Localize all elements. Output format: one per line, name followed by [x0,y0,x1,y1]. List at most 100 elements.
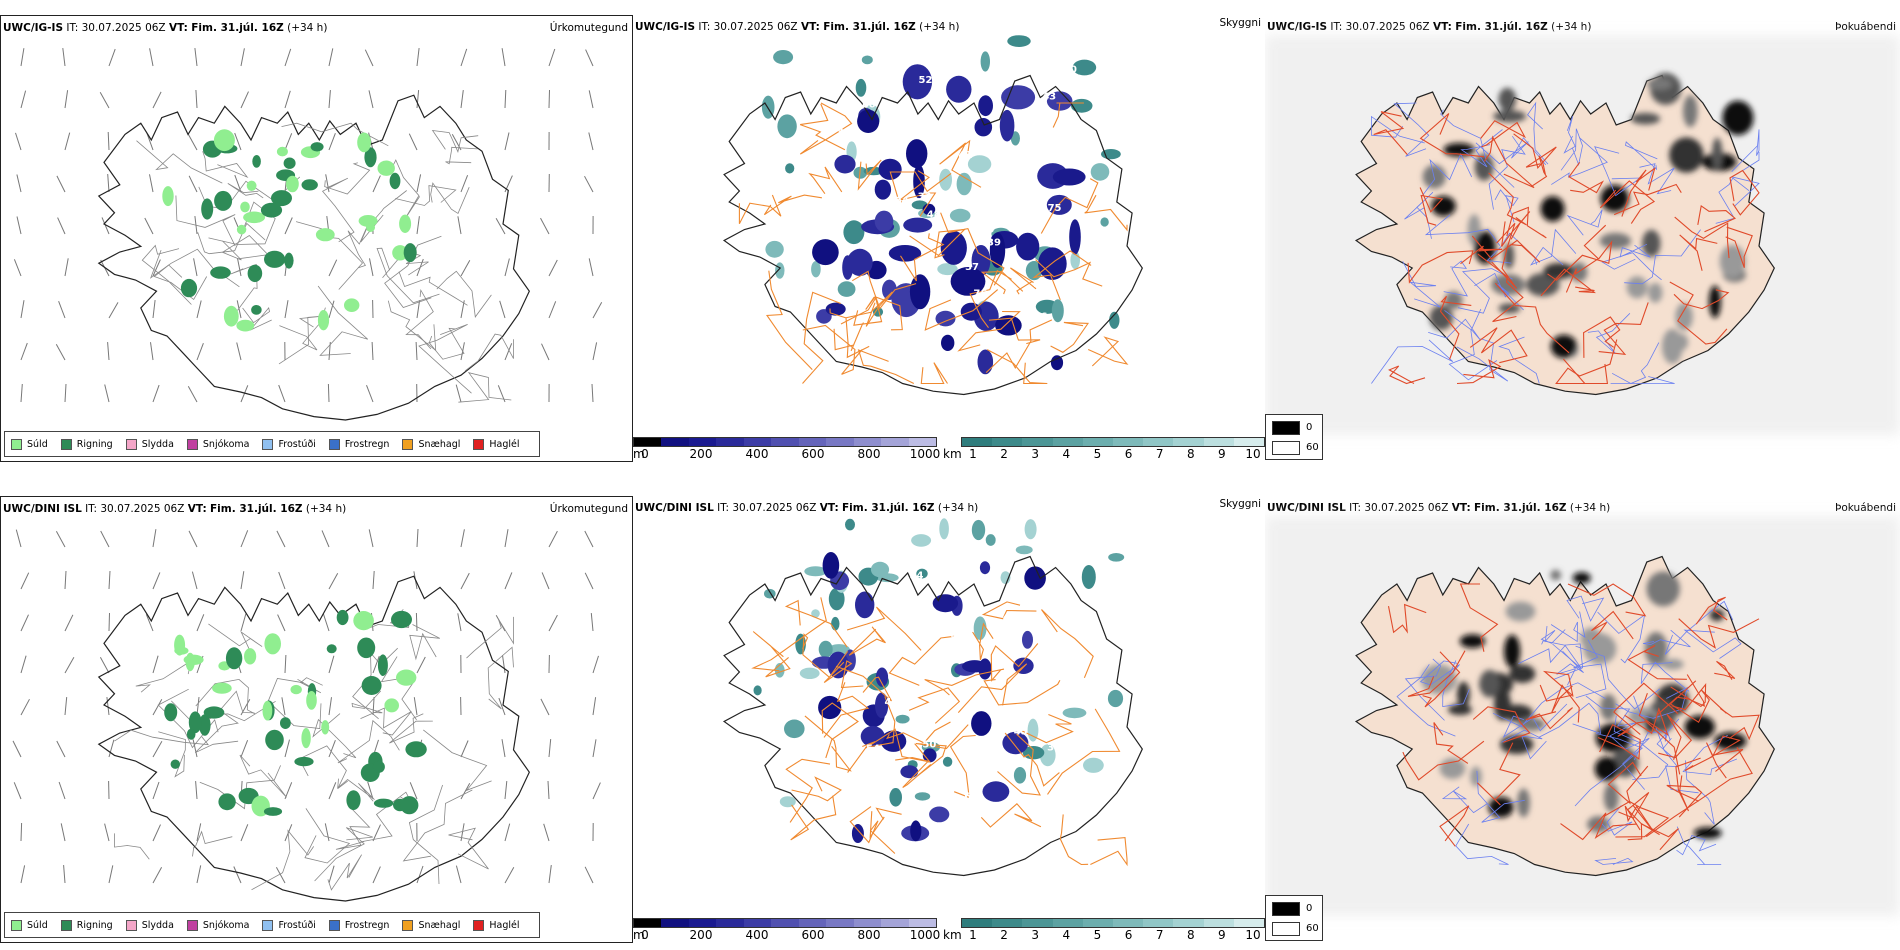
legend-swatch [60,438,72,450]
colorbar-segment [1203,438,1234,446]
ceiling-value-label: 37 [965,262,979,273]
legend-label: Snæhagl [418,438,461,450]
ceiling-value-label: 52 [919,75,933,86]
ceiling-value-label: 39 [987,238,1001,249]
visibility-colorbar [961,918,1265,928]
colorbar-segment [634,438,662,446]
precip-type-panel-ig: UWC/IG-IS IT: 30.07.2025 06Z VT: Fim. 31… [0,15,633,462]
ceiling-value-label: 36 [962,575,976,586]
road-network [1387,583,1760,851]
ceiling-unit: m [633,928,645,942]
visibility-ticks: 1 2 3 4 5 6 7 8 9 10 [961,447,1265,461]
iceland-outline [97,575,530,902]
fog-map [1265,516,1900,916]
legend-label: Snæhagl [418,919,461,931]
ceiling-value-label: 38 [1047,743,1061,754]
colorbar-tick: 8 [1186,928,1195,942]
colorbar-segment [1233,919,1265,927]
colorbar-tick: 4 [1062,928,1071,942]
legend-item: Haglél [473,438,520,450]
legend-swatch [262,919,274,931]
legend-label: Frostregn [344,438,390,450]
panel-header: UWC/IG-IS IT: 30.07.2025 06Z VT: Fim. 31… [1267,21,1592,33]
legend-label: Haglél [489,438,520,450]
ceiling-value-label: 50 [922,739,936,750]
colorbar-segment [688,438,717,446]
ceiling-value-label: 38 [866,554,880,565]
ceiling-value-label: 45 [1014,726,1028,737]
legend-swatch [125,438,137,450]
ceiling-value-label: 40 [922,130,936,141]
legend-swatch [186,919,198,931]
legend-swatch [402,438,414,450]
ceiling-value-label: 91 [825,273,839,284]
legend-label: Snjókoma [202,919,250,931]
legend-label: Rigning [76,919,113,931]
ceiling-value-label: 36 [837,127,851,138]
colorbar-segment [992,919,1023,927]
colorbar-tick: 2 [1000,447,1008,461]
colorbar-tick: 400 [745,447,769,461]
colorbar-tick: 3 [1031,447,1040,461]
colorbar-segment [743,438,772,446]
ceiling-value-label: 44 [885,697,899,708]
legend-item: Súld [11,438,48,450]
colorbar-segment [1113,438,1144,446]
low-ceiling-areas [812,64,1086,375]
legend-item: Slydda [125,919,174,931]
ceiling-value-label: 9 [962,130,969,141]
legend-swatch [473,438,485,450]
ceiling-value-label: 41 [959,150,973,161]
ceiling-value-label: 48 [927,209,941,220]
colorbar-tick: 1000 [909,447,941,461]
colorbar-tick: 600 [801,928,825,942]
ceiling-value-label: 49 [978,216,992,227]
colorbar-segment [962,438,993,446]
ceiling-value-label: 64 [895,196,909,207]
colorbar-segment [743,919,772,927]
fog-map [1265,35,1900,435]
colorbar-tick: 1000 [909,928,941,942]
legend-swatch [402,919,414,931]
colorbar-segment [716,438,744,446]
panel-title: Skyggni [1219,498,1262,510]
ceiling-visibility-map: 46 38 9 43 33 76 39 50 52 75 86 40 40 36 37 41 75 48 91 50 6… [722,35,1143,396]
low-visibility-areas [753,518,1125,808]
visibility-unit: km [943,928,962,942]
colorbar-segment [716,919,744,927]
colorbar-tick: 3 [1031,928,1040,942]
panel-title: Skyggni [1219,17,1262,29]
panel-title: Þokuábendi [1835,21,1896,33]
panel-header: UWC/IG-IS IT: 30.07.2025 06Z VT: Fim. 31… [3,22,328,34]
legend-label: Súld [27,919,48,931]
colorbar-tick: 4 [1062,447,1071,461]
legend-item: Snjókoma [186,919,250,931]
ceiling-value-label: 86 [967,678,981,689]
legend-label: Súld [27,438,48,450]
legend-swatch [328,438,340,450]
ceiling-ticks: 0 200 400 600 800 1000 [633,447,940,461]
colorbar-segment [908,438,936,446]
colorbar-segment [798,438,827,446]
legend-swatch [328,919,340,931]
road-network [136,122,514,403]
road-network [738,102,1129,385]
ceiling-value-label: 50 [1063,65,1077,76]
colorbar-segment [798,919,827,927]
precip-type-legend: Súld Rigning Slydda Snjókoma Frostúði Frostre… [4,912,540,938]
legend-label: Snjókoma [202,438,250,450]
panel-title: Þokuábendi [1835,502,1896,514]
legend-item: Slydda [125,438,174,450]
legend-label: Slydda [141,438,174,450]
colorbar-segment [1143,919,1174,927]
rivers [1396,595,1742,865]
colorbar-tick: 7 [1155,928,1164,942]
ceiling-value-label: 75 [1031,190,1045,201]
colorbar-segment [1022,438,1053,446]
legend-label: Frostregn [344,919,390,931]
fog-indicator-panel-ig: UWC/IG-IS IT: 30.07.2025 06Z VT: Fim. 31… [1265,15,1900,462]
legend-swatch [60,919,72,931]
colorbar-segment [1143,438,1174,446]
